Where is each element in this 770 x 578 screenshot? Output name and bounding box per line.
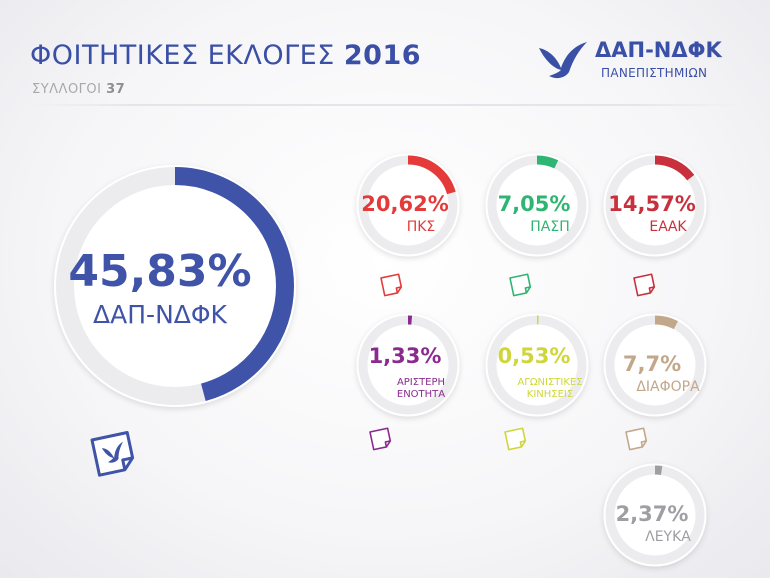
- party-name-label: ΔΑΠ-ΝΔΦΚ: [30, 300, 290, 329]
- party-name-label: ΠΑΣΠ: [485, 219, 615, 235]
- value-arc: [605, 315, 705, 415]
- ballot-fold: [648, 286, 655, 294]
- value-arc: [487, 315, 587, 415]
- value-arc: [56, 167, 294, 405]
- page-subtitle: ΣΥΛΛΟΓΟΙ 37: [32, 82, 125, 97]
- ballot-paper: [625, 427, 648, 451]
- party-name-label: ΠΚΣ: [356, 219, 486, 235]
- party-name-line: ΔΙΑΦΟΡΑ: [636, 379, 700, 395]
- value-arc: [605, 465, 705, 565]
- value-arc: [358, 155, 458, 255]
- ballot-icon: [504, 427, 527, 451]
- donut-background: [603, 313, 707, 417]
- page-title: ΦΟΙΤΗΤΙΚΕΣ ΕΚΛΟΓΕΣ 2016: [30, 40, 421, 71]
- ballot-paper: [90, 431, 135, 477]
- value-label: 45,83%: [68, 246, 252, 297]
- party-name-line: ΕΑΑΚ: [649, 219, 687, 235]
- party-name-label: ΔΙΑΦΟΡΑ: [603, 379, 733, 395]
- value-arc: [605, 155, 705, 255]
- ballot-icon: [625, 427, 648, 451]
- logo-name: ΔΑΠ-ΝΔΦΚ: [595, 38, 722, 62]
- value-arc: [358, 315, 458, 415]
- logo-subtitle: ΠΑΝΕΠΙΣΤΗΜΙΩΝ: [601, 66, 708, 80]
- subtitle-value: 37: [106, 82, 126, 97]
- ballot-paper: [509, 273, 532, 297]
- value-label: 14,57%: [608, 192, 696, 216]
- party-name-line: ΠΑΣΠ: [530, 219, 570, 235]
- ballot-fold: [524, 286, 531, 294]
- party-name-line: ΠΚΣ: [406, 219, 436, 235]
- ballot-icon: [380, 273, 403, 297]
- donut-party-2: [356, 153, 460, 257]
- party-name-label: ΛΕΥΚΑ: [603, 529, 733, 545]
- ballot-paper: [633, 273, 656, 297]
- donut-party-8: [603, 463, 707, 567]
- donut-party-7: [603, 313, 707, 417]
- party-name-line: ΛΕΥΚΑ: [645, 529, 691, 545]
- ballot-fold: [121, 456, 133, 471]
- donut-party-5: [356, 313, 460, 417]
- party-name-label: ΑΡΙΣΤΕΡΗ ΕΝΟΤΗΤΑ: [356, 377, 486, 401]
- donut-party-1: [54, 165, 296, 407]
- donut-background: [485, 313, 589, 417]
- title-year: 2016: [343, 40, 422, 71]
- dove-icon: [539, 42, 587, 79]
- logo: ΔΑΠ-ΝΔΦΚ ΠΑΝΕΠΙΣΤΗΜΙΩΝ: [535, 38, 735, 88]
- donut-background: [603, 153, 707, 257]
- donut-party-4: [603, 153, 707, 257]
- title-text: ΦΟΙΤΗΤΙΚΕΣ ΕΚΛΟΓΕΣ: [30, 40, 335, 71]
- ballot-fold: [395, 286, 402, 294]
- ballot-icon: [90, 431, 135, 477]
- party-name-line: ΕΝΟΤΗΤΑ: [396, 389, 446, 400]
- value-label: 0,53%: [497, 344, 571, 368]
- dove-icon: [101, 441, 124, 463]
- donut-background: [356, 153, 460, 257]
- ballot-paper: [504, 427, 527, 451]
- value-label: 20,62%: [361, 192, 449, 216]
- donut-party-6: [485, 313, 589, 417]
- ballot-fold: [519, 440, 526, 448]
- value-label: 7,05%: [497, 192, 571, 216]
- donut-background: [603, 463, 707, 567]
- ballot-icon: [633, 273, 656, 297]
- ballot-icon: [509, 273, 532, 297]
- party-name-line: ΑΓΩΝΙΣΤΙΚΕΣ: [517, 377, 583, 388]
- party-name-line: ΔΑΠ-ΝΔΦΚ: [93, 300, 227, 329]
- value-label: 7,7%: [622, 352, 682, 376]
- donut-background: [485, 153, 589, 257]
- value-arc: [487, 155, 587, 255]
- header-divider: [30, 104, 740, 106]
- ballot-paper: [380, 273, 403, 297]
- party-name-line: ΚΙΝΗΣΕΙΣ: [526, 389, 574, 400]
- ballot-fold: [640, 440, 647, 448]
- ballot-icon: [369, 427, 392, 451]
- party-name-label: ΕΑΑΚ: [603, 219, 733, 235]
- subtitle-label: ΣΥΛΛΟΓΟΙ: [32, 82, 102, 97]
- value-label: 2,37%: [615, 502, 689, 526]
- donut-background: [356, 313, 460, 417]
- value-label: 1,33%: [368, 344, 442, 368]
- ballot-paper: [369, 427, 392, 451]
- party-name-line: ΑΡΙΣΤΕΡΗ: [396, 377, 446, 388]
- donut-party-3: [485, 153, 589, 257]
- party-name-label: ΑΓΩΝΙΣΤΙΚΕΣ ΚΙΝΗΣΕΙΣ: [485, 377, 615, 401]
- ballot-fold: [384, 440, 391, 448]
- donut-background: [54, 165, 296, 407]
